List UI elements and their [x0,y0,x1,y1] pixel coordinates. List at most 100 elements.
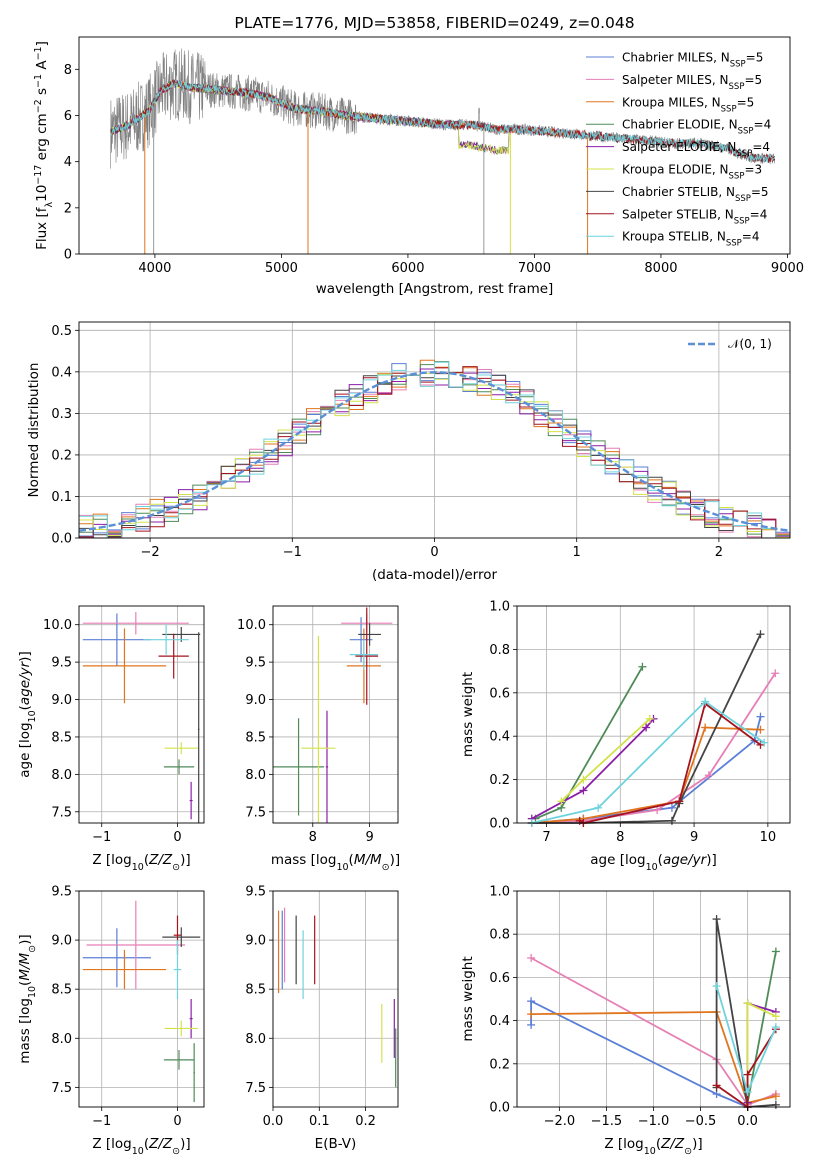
x-tick-label: 0 [173,830,181,845]
mass-vs-EBV-panel: 0.0 0.1 0.2 7.5 8.0 8.5 9.0 9.5 E(B-V) [245,885,399,1152]
y-tick-label: 9.5 [245,656,266,671]
y-tick-label: 0.8 [489,643,510,658]
series-line-kroupa-stelib [531,700,765,824]
series-line-kroupa-elodie [746,1001,777,1086]
series-line-chabrier-elodie [535,666,644,820]
x-tick-label: 0.0 [263,1114,284,1129]
axes-frame [272,890,399,1108]
y-tick-label: 0.0 [51,532,72,547]
x-tick-label: 0 [173,1114,181,1129]
y-tick-label: 0.3 [51,407,72,422]
y-tick-label: 8.5 [245,983,266,998]
y-tick-label: 8 [64,63,72,78]
y-tick-label: 7.5 [51,1081,72,1096]
x-tick-label: −2 [141,545,160,560]
legend-entry: Kroupa STELIB, NSSP=4 [622,230,760,249]
x-tick-label: −1 [283,545,302,560]
x-axis-label: E(B-V) [315,1136,357,1152]
legend-entry: Kroupa MILES, NSSP=5 [622,95,754,114]
y-tick-label: 9.0 [245,693,266,708]
y-tick-label: 6 [64,109,72,124]
y-tick-label: 9.5 [51,885,72,900]
legend: Chabrier MILES, NSSP=5 Salpeter MILES, NS… [586,51,771,249]
histogram-kroupa-stelib [79,361,790,538]
series-line-kroupa-miles [531,1011,777,1104]
y-tick-label: 0.0 [489,1101,510,1116]
y-axis-label: Flux [fλ10−17 erg cm−2 s−1 A−1] [33,41,55,250]
y-tick-label: 0.2 [51,448,72,463]
axes-frame [78,605,205,824]
y-tick-label: 9.5 [51,656,72,671]
axes-frame [78,36,791,255]
x-tick-label: 0.0 [737,1114,758,1129]
y-tick-label: 10.0 [237,618,266,633]
spectrum-plot-area [110,48,776,254]
y-tick-label: 2 [64,201,72,216]
x-tick-label: 7 [542,830,550,845]
x-tick-label: −1.5 [591,1114,623,1129]
y-tick-label: 0.8 [489,928,510,943]
legend-entry: Chabrier MILES, NSSP=5 [622,51,763,70]
x-tick-label: 0 [430,545,438,560]
y-tick-label: 0.5 [51,324,72,339]
y-tick-label: 0 [64,248,72,263]
y-tick-label: 8.5 [245,730,266,745]
chart-title: PLATE=1776, MJD=53858, FIBERID=0249, z=0… [234,14,634,32]
y-tick-label: 0.4 [489,1014,510,1029]
x-axis-label: Z [log10(Z/Z⊙)] [604,1136,702,1157]
x-axis-label: wavelength [Angstrom, rest frame] [316,281,554,297]
x-axis-label: Z [log10(Z/Z⊙)] [92,852,190,873]
y-tick-label: 8.0 [51,1032,72,1047]
axes-frame [78,890,205,1108]
mass-weight-vs-Z-panel: −2.0 −1.5 −1.0 −0.5 0.0 0.0 0.2 0.4 0.6 0.8 1.0 Z [… [460,885,791,1157]
x-tick-label: 0.1 [309,1114,330,1129]
y-axis-label: mass weight [460,956,476,1041]
legend-entry: 𝒩(0, 1) [728,337,772,351]
x-tick-label: 2 [715,545,723,560]
spectrum-panel: 4000 5000 6000 7000 8000 9000 0 2 4 6 8 wavelength … [33,36,804,297]
mass-weight-vs-age-panel: 7 8 9 10 0.0 0.2 0.4 0.6 0.8 1.0 age [log10(age/yr… [460,600,791,873]
y-tick-label: 8.0 [51,768,72,783]
legend-entry: Chabrier STELIB, NSSP=5 [622,185,769,204]
series-line-chabrier-elodie [746,951,777,1103]
x-tick-label: 6000 [391,261,424,276]
legend-entry: Chabrier ELODIE, NSSP=4 [622,118,771,137]
series-line-salpeter-miles [531,672,776,824]
x-tick-label: 8 [616,830,624,845]
x-tick-label: 1 [573,545,581,560]
axes-frame [516,605,791,824]
model-line-kroupa-stelib [110,80,776,163]
y-tick-label: 9.0 [51,693,72,708]
y-tick-label: 10.0 [43,618,72,633]
y-tick-label: 8.0 [245,768,266,783]
x-tick-label: 9 [690,830,698,845]
y-axis-label: age [log10(age/yr)] [17,651,38,777]
data-spectrum-line [110,48,776,169]
x-tick-label: −1 [92,830,111,845]
y-tick-label: 0.4 [51,365,72,380]
residuals-plot-area [79,359,790,538]
series-line-chabrier-stelib [715,918,776,1108]
y-tick-label: 0.6 [489,686,510,701]
y-tick-label: 9.0 [51,934,72,949]
y-tick-label: 7.5 [245,805,266,820]
plot-area [273,607,393,823]
residuals-panel: −2 −1 0 1 2 0.0 0.1 0.2 0.3 0.4 0.5 (data-model)/er… [26,321,791,583]
axes-frame [272,605,399,824]
legend-entry: Salpeter STELIB, NSSP=4 [622,207,767,226]
legend-entry: Salpeter ELODIE, NSSP=4 [622,140,770,159]
age-vs-mass-panel: 8 9 7.5 8.0 8.5 9.0 9.5 10.0 mass [log10(M/M⊙)] [237,605,400,873]
x-tick-label: 4000 [138,261,171,276]
normal-distribution-curve [79,371,790,532]
y-tick-label: 7.5 [51,805,72,820]
x-tick-label: −0.5 [685,1114,717,1129]
y-tick-label: 9.0 [245,934,266,949]
x-tick-label: −1.0 [638,1114,670,1129]
series-line-salpeter-elodie [531,718,655,820]
x-tick-label: 8000 [644,261,677,276]
x-tick-label: 10 [760,830,777,845]
x-tick-label: 7000 [518,261,551,276]
y-tick-label: 0.4 [489,730,510,745]
x-tick-label: 5000 [265,261,298,276]
plot-area [82,900,201,1103]
